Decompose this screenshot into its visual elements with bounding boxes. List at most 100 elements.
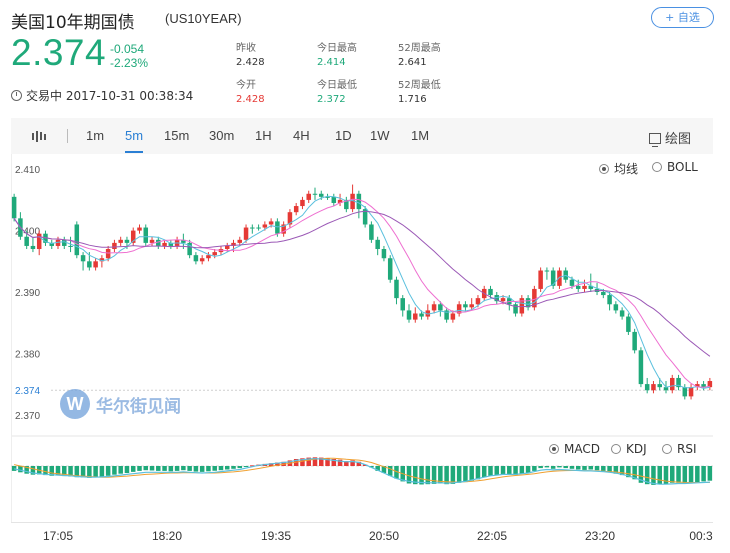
candle-body (62, 239, 67, 246)
current-price-label: 2.374 (15, 386, 40, 397)
candle-body (250, 227, 255, 229)
add-watchlist-button[interactable]: + 自选 (651, 7, 714, 28)
macd-bar (663, 466, 669, 485)
boll-option[interactable]: BOLL (652, 160, 698, 174)
macd-bar (463, 466, 468, 483)
candle-body (682, 387, 688, 397)
candle-body (525, 298, 531, 308)
candle-body (281, 224, 286, 234)
macd-bar (676, 466, 681, 483)
macd-bar (87, 466, 92, 478)
macd-bar (670, 466, 675, 483)
macd-bar (557, 466, 562, 468)
macd-bar (419, 466, 424, 485)
candle-body (275, 221, 280, 234)
macd-bar (369, 466, 374, 468)
macd-bar (80, 466, 86, 478)
candle-body (156, 239, 161, 246)
macd-bar (218, 466, 224, 471)
macd-bar (30, 466, 36, 475)
stat-label: 今日最低 (317, 80, 357, 91)
candle-body (262, 224, 268, 228)
candle-body (701, 384, 706, 388)
trading-status-text: 交易中 2017-10-31 00:38:34 (26, 89, 194, 103)
macd-bar (187, 466, 192, 471)
macd-bar (513, 466, 518, 476)
candle-body (256, 227, 261, 229)
period-15m[interactable]: 15m (164, 128, 190, 143)
x-tick: 19:35 (260, 529, 292, 543)
ma-option[interactable]: 均线 (599, 160, 638, 177)
candle-body (55, 239, 61, 246)
macd-bar (569, 466, 575, 469)
candle-body (319, 193, 324, 197)
candle-body (356, 193, 362, 210)
candle-body (419, 313, 424, 317)
price-change: -0.054 (110, 42, 145, 56)
candle-body (105, 249, 111, 259)
chart-toolbar: 1m 5m 15m 30m 1H 4H 1D 1W 1M 绘图 (11, 118, 713, 154)
candle-body (49, 242, 54, 246)
period-1h[interactable]: 1H (255, 128, 272, 143)
radio-icon (599, 164, 609, 174)
candle-body (137, 227, 142, 231)
macd-bar (300, 458, 305, 466)
period-5m[interactable]: 5m (125, 128, 144, 153)
candle-body (350, 193, 355, 210)
period-1mo[interactable]: 1M (411, 128, 430, 143)
draw-button[interactable]: 绘图 (649, 128, 691, 147)
candlestick-type-icon[interactable] (31, 129, 47, 143)
candle-body (425, 310, 431, 317)
macd-bar (243, 466, 249, 467)
macd-bar (607, 466, 612, 473)
price-chart[interactable]: 2.410 2.400 2.390 2.380 2.370 2.374 (11, 154, 713, 522)
macd-bar (657, 466, 662, 485)
ma-option-label: 均线 (614, 162, 639, 176)
macd-bar (394, 466, 399, 479)
candle-body (325, 196, 330, 198)
candle-body (74, 224, 80, 256)
period-1d[interactable]: 1D (335, 128, 352, 143)
macd-bar (532, 466, 537, 471)
kdj-option[interactable]: KDJ (611, 442, 647, 456)
candle-body (707, 381, 713, 388)
candle-body (394, 279, 399, 299)
candle-body (626, 316, 631, 332)
macd-bar (350, 460, 355, 466)
watermark: W 华尔街见闻 (60, 389, 181, 419)
period-30m[interactable]: 30m (209, 128, 235, 143)
macd-bar (406, 466, 412, 484)
macd-bar (130, 466, 136, 472)
macd-bar (112, 466, 117, 475)
candle-body (212, 252, 217, 256)
boll-option-label: BOLL (667, 160, 698, 174)
macd-bar (356, 461, 362, 466)
macd-bar (438, 466, 443, 484)
candle-body (575, 285, 581, 289)
drawing-icon (649, 133, 661, 147)
candle-body (181, 239, 186, 243)
macd-bar (601, 466, 606, 471)
period-4h[interactable]: 4H (293, 128, 310, 143)
candle-body (488, 288, 493, 296)
candle-body (613, 304, 619, 311)
macd-bar (544, 466, 550, 468)
macd-bar (212, 466, 217, 471)
macd-bar (538, 466, 543, 469)
candle-body (237, 239, 243, 243)
period-1m[interactable]: 1m (86, 128, 105, 143)
candle-body (143, 227, 149, 243)
chart-area[interactable]: 2.410 2.400 2.390 2.380 2.370 2.374 均线 BOLL M… (11, 154, 713, 522)
candle-body (632, 331, 637, 351)
candle-body (112, 242, 117, 250)
period-1w[interactable]: 1W (370, 128, 390, 143)
candle-body (550, 270, 556, 286)
macd-option[interactable]: MACD (549, 442, 600, 456)
candle-body (99, 258, 105, 262)
last-price: 2.374 (11, 32, 107, 73)
toolbar-divider (67, 129, 68, 143)
candle-body (400, 298, 405, 311)
candle-body (206, 255, 211, 259)
rsi-option[interactable]: RSI (662, 442, 697, 456)
macd-bar (306, 457, 311, 466)
